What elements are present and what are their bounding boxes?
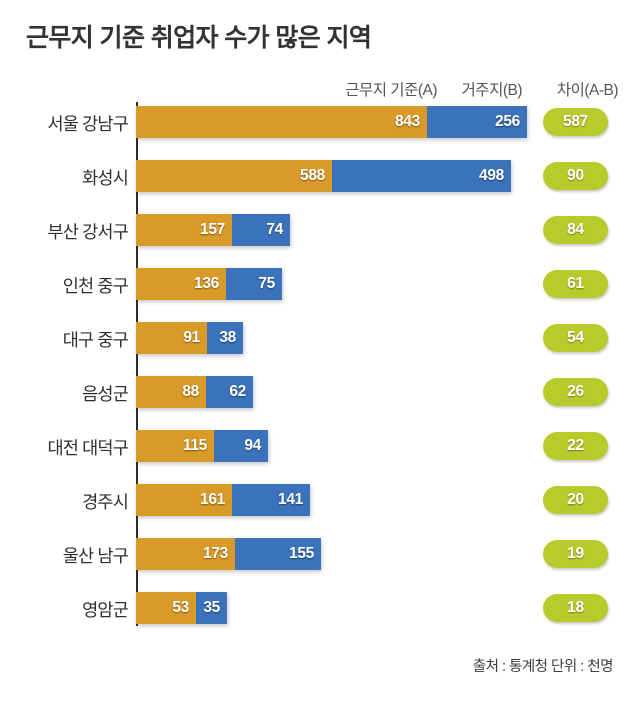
bar-value-residence-based: 141 [278, 491, 303, 509]
bar-value-work-based: 53 [172, 599, 189, 617]
bar-value-work-based: 115 [182, 437, 207, 455]
bar-segment-work-based: 115 [136, 430, 214, 462]
bar-segment-work-based: 88 [136, 376, 206, 408]
bar-value-work-based: 161 [200, 491, 225, 509]
bar-segment-residence-based: 75 [226, 268, 282, 300]
bar-value-work-based: 157 [200, 221, 225, 239]
stacked-bar: 88 62 [136, 376, 253, 408]
difference-value: 18 [567, 599, 584, 617]
stacked-bar: 53 35 [136, 592, 227, 624]
bar-segment-residence-based: 256 [427, 106, 527, 138]
bar-segment-work-based: 588 [136, 160, 332, 192]
difference-badge: 19 [543, 540, 608, 568]
bar-segment-residence-based: 38 [207, 322, 243, 354]
row-region-label: 대전 대덕구 [47, 438, 128, 458]
stacked-bar: 173 155 [136, 538, 321, 570]
row-region-label: 울산 남구 [62, 546, 129, 566]
row-region-label: 경주시 [82, 492, 129, 512]
bar-value-residence-based: 74 [266, 221, 283, 239]
stacked-bar: 157 74 [136, 214, 290, 246]
bar-value-work-based: 588 [300, 167, 325, 185]
column-header-difference: 차이(A-B) [556, 82, 619, 99]
table-row: 영암군 53 35 18 [0, 586, 635, 640]
bar-value-work-based: 136 [194, 275, 219, 293]
bar-value-work-based: 91 [183, 329, 200, 347]
difference-badge: 18 [543, 594, 608, 622]
table-row: 대구 중구 91 38 54 [0, 316, 635, 370]
difference-value: 90 [567, 167, 584, 185]
table-row: 인천 중구 136 75 61 [0, 262, 635, 316]
row-region-label: 화성시 [82, 168, 129, 188]
bar-value-residence-based: 35 [203, 599, 220, 617]
difference-badge: 54 [543, 324, 608, 352]
row-region-label: 음성군 [82, 384, 129, 404]
row-region-label: 인천 중구 [62, 276, 129, 296]
bar-value-residence-based: 94 [244, 437, 261, 455]
bar-segment-work-based: 173 [136, 538, 235, 570]
stacked-bar: 115 94 [136, 430, 268, 462]
bar-segment-work-based: 91 [136, 322, 207, 354]
bar-segment-residence-based: 498 [332, 160, 511, 192]
bar-value-residence-based: 498 [479, 167, 504, 185]
difference-badge: 84 [543, 216, 608, 244]
difference-badge: 22 [543, 432, 608, 460]
row-region-label: 영암군 [82, 600, 129, 620]
column-header-residence-based: 거주지(B) [461, 82, 523, 99]
row-region-label: 서울 강남구 [47, 114, 128, 134]
bar-value-residence-based: 256 [495, 113, 520, 131]
source-and-unit-note: 출처 : 통계청 단위 : 천명 [472, 659, 614, 675]
difference-value: 20 [567, 491, 584, 509]
bar-segment-residence-based: 35 [196, 592, 227, 624]
bar-segment-work-based: 157 [136, 214, 232, 246]
bar-value-residence-based: 38 [219, 329, 236, 347]
bar-value-work-based: 88 [182, 383, 199, 401]
bar-value-work-based: 173 [203, 545, 228, 563]
stacked-bar: 843 256 [136, 106, 527, 138]
difference-badge: 20 [543, 486, 608, 514]
stacked-bar: 161 141 [136, 484, 310, 516]
bar-segment-residence-based: 155 [235, 538, 321, 570]
table-row: 화성시 588 498 90 [0, 154, 635, 208]
bar-value-work-based: 843 [395, 113, 420, 131]
difference-badge: 61 [543, 270, 608, 298]
bar-segment-work-based: 843 [136, 106, 427, 138]
bar-segment-residence-based: 94 [214, 430, 268, 462]
table-row: 대전 대덕구 115 94 22 [0, 424, 635, 478]
difference-value: 22 [567, 437, 584, 455]
bar-segment-residence-based: 62 [206, 376, 253, 408]
row-region-label: 대구 중구 [62, 330, 129, 350]
row-region-label: 부산 강서구 [47, 222, 128, 242]
page-title: 근무지 기준 취업자 수가 많은 지역 [26, 24, 372, 52]
table-row: 울산 남구 173 155 19 [0, 532, 635, 586]
difference-value: 26 [567, 383, 584, 401]
bar-segment-residence-based: 141 [232, 484, 310, 516]
bar-value-residence-based: 75 [258, 275, 275, 293]
column-header-work-based: 근무지 기준(A) [345, 82, 437, 99]
difference-value: 54 [567, 329, 584, 347]
column-header-legend: 근무지 기준(A) 거주지(B) 차이(A-B) [0, 78, 635, 100]
table-row: 서울 강남구 843 256 587 [0, 100, 635, 154]
table-row: 경주시 161 141 20 [0, 478, 635, 532]
difference-value: 587 [563, 113, 588, 131]
bar-value-residence-based: 62 [229, 383, 246, 401]
bar-value-residence-based: 155 [289, 545, 314, 563]
stacked-bar: 136 75 [136, 268, 282, 300]
y-axis-line [136, 102, 138, 626]
stacked-bar: 91 38 [136, 322, 243, 354]
difference-value: 61 [567, 275, 584, 293]
bar-segment-work-based: 161 [136, 484, 232, 516]
table-row: 부산 강서구 157 74 84 [0, 208, 635, 262]
bar-segment-residence-based: 74 [232, 214, 290, 246]
stacked-bar: 588 498 [136, 160, 511, 192]
bar-segment-work-based: 53 [136, 592, 196, 624]
chart-plot-area: 서울 강남구 843 256 587 화성시 588 498 90 부산 강서구 157 74 84 인… [0, 100, 635, 645]
difference-badge: 587 [543, 108, 608, 136]
difference-value: 84 [567, 221, 584, 239]
difference-badge: 90 [543, 162, 608, 190]
difference-badge: 26 [543, 378, 608, 406]
difference-value: 19 [567, 545, 584, 563]
table-row: 음성군 88 62 26 [0, 370, 635, 424]
bar-segment-work-based: 136 [136, 268, 226, 300]
